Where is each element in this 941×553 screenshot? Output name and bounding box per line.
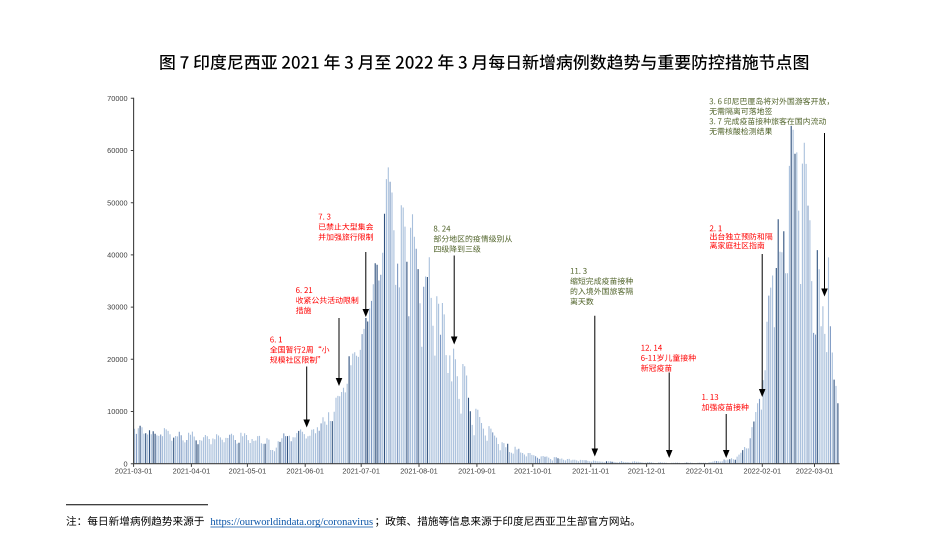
svg-text:2021-12-01: 2021-12-01: [628, 466, 666, 475]
svg-text:2021-03-01: 2021-03-01: [115, 466, 153, 475]
svg-text:0: 0: [124, 459, 128, 468]
svg-text:2021-07-01: 2021-07-01: [342, 466, 380, 475]
svg-text:20000: 20000: [107, 355, 127, 364]
svg-text:2021-06-01: 2021-06-01: [286, 466, 324, 475]
svg-text:https://ourworldindata.org/cor: https://ourworldindata.org/coronavirus: [210, 517, 373, 528]
svg-text:30000: 30000: [107, 303, 127, 312]
svg-text:2022-02-01: 2022-02-01: [744, 466, 782, 475]
svg-text:70000: 70000: [107, 94, 127, 103]
svg-text:2021-08-01: 2021-08-01: [400, 466, 438, 475]
svg-text:2021-04-01: 2021-04-01: [173, 466, 211, 475]
svg-text:40000: 40000: [107, 251, 127, 260]
svg-text:10000: 10000: [107, 407, 127, 416]
svg-text:60000: 60000: [107, 146, 127, 155]
svg-text:2021-05-01: 2021-05-01: [229, 466, 267, 475]
svg-text:2021-11-01: 2021-11-01: [572, 466, 609, 475]
svg-text:2022-01-01: 2022-01-01: [686, 466, 724, 475]
svg-text:2021-09-01: 2021-09-01: [458, 466, 496, 475]
svg-text:50000: 50000: [107, 198, 127, 207]
svg-text:2021-10-01: 2021-10-01: [514, 466, 552, 475]
svg-text:2022-03-01: 2022-03-01: [796, 466, 834, 475]
